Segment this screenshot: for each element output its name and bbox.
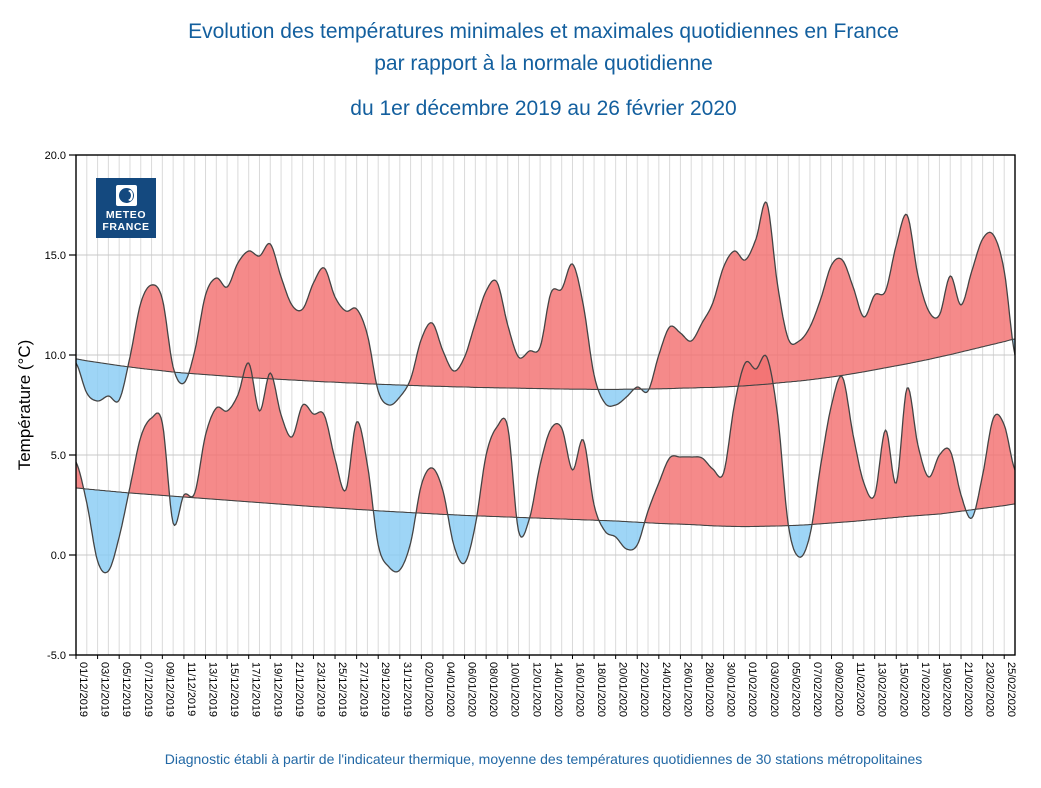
svg-text:27/12/2019: 27/12/2019 [358,662,370,717]
svg-text:15/02/2020: 15/02/2020 [897,662,909,717]
svg-text:02/01/2020: 02/01/2020 [422,662,434,717]
svg-text:24/01/2020: 24/01/2020 [660,662,672,717]
svg-text:17/12/2019: 17/12/2019 [250,662,262,717]
svg-text:03/02/2020: 03/02/2020 [768,662,780,717]
logo-text-meteo: METEO [105,209,147,221]
svg-text:20.0: 20.0 [45,150,66,162]
chart-header: Evolution des températures minimales et … [50,16,1037,124]
svg-text:20/01/2020: 20/01/2020 [617,662,629,717]
svg-text:15.0: 15.0 [45,250,66,262]
svg-text:19/02/2020: 19/02/2020 [940,662,952,717]
svg-text:09/12/2019: 09/12/2019 [163,662,175,717]
meteo-france-sphere-icon [115,185,137,206]
page-title-line2: par rapport à la normale quotidienne [374,52,713,75]
svg-text:-5.0: -5.0 [47,650,66,662]
svg-text:15/12/2019: 15/12/2019 [228,662,240,717]
meteo-france-logo: METEO FRANCE [96,178,156,238]
svg-text:21/02/2020: 21/02/2020 [962,662,974,717]
svg-text:04/01/2020: 04/01/2020 [444,662,456,717]
page-title-line1: Evolution des températures minimales et … [188,20,899,43]
svg-text:10/01/2020: 10/01/2020 [509,662,521,717]
svg-text:03/12/2019: 03/12/2019 [99,662,111,717]
svg-text:22/01/2020: 22/01/2020 [638,662,650,717]
svg-text:18/01/2020: 18/01/2020 [595,662,607,717]
logo-text-france: FRANCE [102,221,150,233]
svg-text:0.0: 0.0 [51,550,66,562]
svg-text:31/12/2019: 31/12/2019 [401,662,413,717]
svg-text:05/02/2020: 05/02/2020 [789,662,801,717]
svg-text:05/12/2019: 05/12/2019 [120,662,132,717]
svg-text:11/12/2019: 11/12/2019 [185,662,197,716]
svg-text:13/02/2020: 13/02/2020 [876,662,888,717]
svg-text:19/12/2019: 19/12/2019 [271,662,283,717]
svg-text:08/01/2020: 08/01/2020 [487,662,499,717]
svg-text:14/01/2020: 14/01/2020 [552,662,564,717]
svg-text:23/12/2019: 23/12/2019 [314,662,326,717]
svg-text:25/12/2019: 25/12/2019 [336,662,348,717]
svg-text:5.0: 5.0 [51,450,66,462]
svg-text:28/01/2020: 28/01/2020 [703,662,715,717]
svg-text:07/02/2020: 07/02/2020 [811,662,823,717]
date-range-subtitle: du 1er décembre 2019 au 26 février 2020 [350,97,737,120]
svg-text:12/01/2020: 12/01/2020 [530,662,542,717]
svg-text:Température (°C): Température (°C) [15,340,34,471]
svg-text:09/02/2020: 09/02/2020 [833,662,845,717]
footer-caption: Diagnostic établi à partir de l'indicate… [164,751,923,767]
svg-text:13/12/2019: 13/12/2019 [207,662,219,717]
svg-text:16/01/2020: 16/01/2020 [574,662,586,717]
svg-text:23/02/2020: 23/02/2020 [984,662,996,717]
svg-text:06/01/2020: 06/01/2020 [466,662,478,717]
svg-text:07/12/2019: 07/12/2019 [142,662,154,717]
svg-text:21/12/2019: 21/12/2019 [293,662,305,717]
svg-text:01/12/2019: 01/12/2019 [77,662,89,717]
svg-text:25/02/2020: 25/02/2020 [1005,662,1017,717]
svg-text:10.0: 10.0 [45,350,66,362]
svg-text:01/02/2020: 01/02/2020 [746,662,758,717]
svg-text:30/01/2020: 30/01/2020 [725,662,737,717]
svg-text:11/02/2020: 11/02/2020 [854,662,866,716]
svg-text:17/02/2020: 17/02/2020 [919,662,931,717]
logo-text: METEO FRANCE [102,209,149,233]
svg-text:29/12/2019: 29/12/2019 [379,662,391,717]
svg-text:26/01/2020: 26/01/2020 [681,662,693,717]
